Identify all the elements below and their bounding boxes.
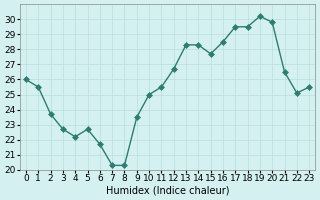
X-axis label: Humidex (Indice chaleur): Humidex (Indice chaleur) <box>106 186 229 196</box>
